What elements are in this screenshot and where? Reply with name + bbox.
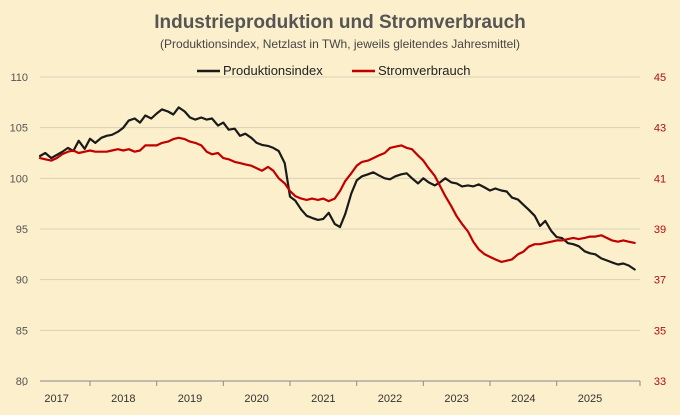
legend-label-produktionsindex: Produktionsindex	[223, 63, 323, 78]
y-left-tick-label: 80	[16, 376, 28, 388]
legend-label-stromverbrauch: Stromverbrauch	[378, 63, 470, 78]
x-tick-label: 2019	[178, 393, 202, 405]
chart-subtitle: (Produktionsindex, Netzlast in TWh, jewe…	[160, 37, 520, 51]
y-left-tick-label: 85	[16, 325, 28, 337]
x-tick-label: 2018	[111, 393, 135, 405]
y-axis-right: 33 35 37 39 41 43 45	[654, 72, 666, 388]
y-right-tick-label: 35	[654, 325, 666, 337]
x-tick-label: 2020	[244, 393, 268, 405]
y-axis-left: 80 85 90 95 100 105 110	[10, 72, 28, 388]
series-line-produktionsindex	[38, 106, 636, 271]
legend: Produktionsindex Stromverbrauch	[197, 63, 470, 78]
x-tick-label: 2024	[511, 393, 535, 405]
y-right-tick-label: 33	[654, 376, 666, 388]
y-right-tick-label: 41	[654, 173, 666, 185]
x-tick-label: 2022	[378, 393, 402, 405]
x-tick-label: 2017	[44, 393, 68, 405]
y-right-tick-label: 39	[654, 224, 666, 236]
y-left-tick-label: 110	[10, 72, 28, 84]
x-tick-label: 2021	[311, 393, 335, 405]
y-left-tick-label: 90	[16, 275, 28, 287]
series-line-stromverbrauch	[38, 136, 636, 263]
y-right-tick-label: 37	[654, 275, 666, 287]
chart-title: Industrieproduktion und Stromverbrauch	[154, 12, 526, 33]
y-left-tick-label: 95	[16, 224, 28, 236]
y-right-tick-label: 43	[654, 123, 666, 135]
y-right-tick-label: 45	[654, 72, 666, 84]
x-tick-label: 2025	[578, 393, 602, 405]
x-tick-label: 2023	[444, 393, 468, 405]
y-left-tick-label: 105	[10, 123, 28, 135]
y-left-tick-label: 100	[10, 173, 28, 185]
x-axis: 2017 2018 2019 2020 2021 2022 2023 2024 2025	[22, 380, 641, 405]
series-lines	[38, 106, 636, 271]
